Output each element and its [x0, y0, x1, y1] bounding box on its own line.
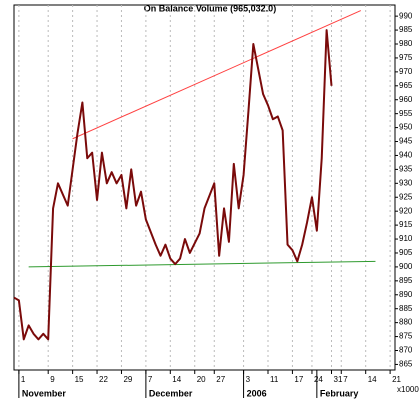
x-tick-label: 7 [148, 375, 153, 384]
y-tick-label: 915 [399, 220, 413, 229]
x-tick-label: 24 [314, 375, 323, 384]
chart-title: On Balance Volume (965,032.0) [144, 3, 276, 13]
y-tick-label: 950 [399, 123, 413, 132]
month-label: December [149, 388, 193, 398]
y-tick-label: 910 [399, 234, 413, 243]
y-tick-label: 920 [399, 206, 413, 215]
axis-note: x1000 [397, 385, 419, 394]
x-tick-label: 3 [246, 375, 251, 384]
y-tick-label: 930 [399, 178, 413, 187]
x-tick-label: 22 [99, 375, 108, 384]
trend-line [28, 260, 376, 268]
y-tick-label: 940 [399, 151, 413, 160]
month-label: February [320, 388, 359, 398]
x-tick-label: 17 [294, 375, 303, 384]
y-tick-label: 900 [399, 262, 413, 271]
x-tick-label: 14 [368, 375, 377, 384]
x-tick-label: 21 [392, 375, 401, 384]
y-tick-label: 880 [399, 318, 413, 327]
y-tick-label: 865 [399, 360, 413, 369]
y-tick-label: 945 [399, 137, 413, 146]
y-tick-label: 970 [399, 67, 413, 76]
x-tick-label: 7 [343, 375, 348, 384]
y-tick-label: 990 [399, 11, 413, 20]
y-tick-label: 895 [399, 276, 413, 285]
month-label: November [22, 388, 67, 398]
y-tick-label: 870 [399, 346, 413, 355]
plot-frame [13, 4, 396, 371]
trend-line [72, 10, 362, 140]
y-tick-label: 985 [399, 25, 413, 34]
x-tick-label: 29 [123, 375, 132, 384]
y-tick-label: 980 [399, 39, 413, 48]
y-tick-label: 885 [399, 304, 413, 313]
x-tick-label: 15 [75, 375, 84, 384]
y-tick-label: 875 [399, 332, 413, 341]
x-tick-label: 11 [270, 375, 279, 384]
y-tick-label: 925 [399, 192, 413, 201]
x-tick-label: 9 [50, 375, 55, 384]
y-tick-label: 960 [399, 95, 413, 104]
x-tick-label: 27 [216, 375, 225, 384]
month-label: 2006 [247, 388, 267, 398]
x-tick-label: 1 [21, 375, 26, 384]
x-tick-label: 31 [334, 375, 343, 384]
x-tick-label: 14 [172, 375, 181, 384]
y-tick-label: 975 [399, 53, 413, 62]
y-tick-label: 955 [399, 109, 413, 118]
x-tick-label: 20 [197, 375, 206, 384]
series-line [13, 29, 333, 341]
y-tick-label: 935 [399, 164, 413, 173]
y-tick-label: 905 [399, 248, 413, 257]
y-tick-label: 965 [399, 81, 413, 90]
y-tick-label: 890 [399, 290, 413, 299]
